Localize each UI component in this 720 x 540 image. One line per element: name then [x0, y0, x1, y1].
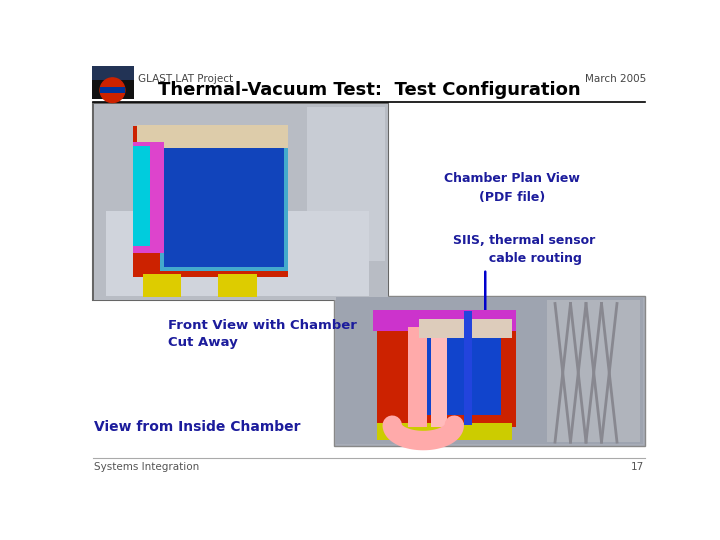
FancyBboxPatch shape — [547, 300, 640, 442]
FancyBboxPatch shape — [143, 274, 181, 298]
Text: Front View with Chamber
Cut Away: Front View with Chamber Cut Away — [168, 319, 356, 349]
FancyBboxPatch shape — [419, 319, 513, 338]
FancyBboxPatch shape — [100, 87, 125, 92]
FancyBboxPatch shape — [431, 327, 446, 427]
FancyBboxPatch shape — [91, 66, 134, 99]
Text: Systems Integration: Systems Integration — [94, 462, 199, 472]
FancyBboxPatch shape — [408, 327, 427, 427]
FancyBboxPatch shape — [163, 148, 284, 267]
FancyBboxPatch shape — [464, 311, 472, 425]
FancyBboxPatch shape — [94, 104, 387, 300]
Text: View from Inside Chamber: View from Inside Chamber — [94, 420, 300, 434]
Text: 17: 17 — [631, 462, 644, 472]
FancyBboxPatch shape — [377, 423, 513, 440]
FancyBboxPatch shape — [106, 211, 369, 296]
FancyBboxPatch shape — [160, 144, 287, 271]
FancyBboxPatch shape — [91, 66, 134, 80]
Text: GLAST LAT Project: GLAST LAT Project — [138, 74, 233, 84]
FancyBboxPatch shape — [132, 146, 150, 246]
Text: SIIS, thermal sensor
     cable routing: SIIS, thermal sensor cable routing — [453, 234, 595, 265]
FancyBboxPatch shape — [334, 296, 645, 446]
FancyBboxPatch shape — [377, 327, 516, 427]
FancyBboxPatch shape — [307, 107, 384, 261]
FancyBboxPatch shape — [218, 274, 256, 298]
FancyBboxPatch shape — [336, 298, 644, 444]
FancyBboxPatch shape — [93, 103, 388, 300]
FancyBboxPatch shape — [373, 309, 516, 331]
FancyBboxPatch shape — [163, 148, 284, 267]
FancyBboxPatch shape — [132, 126, 287, 276]
Text: March 2005: March 2005 — [585, 74, 647, 84]
FancyBboxPatch shape — [132, 142, 163, 253]
FancyBboxPatch shape — [415, 338, 500, 415]
Text: Chamber Plan View
(PDF file): Chamber Plan View (PDF file) — [444, 172, 580, 204]
FancyBboxPatch shape — [137, 125, 287, 148]
Circle shape — [100, 78, 125, 103]
Text: Thermal-Vacuum Test:  Test Configuration: Thermal-Vacuum Test: Test Configuration — [158, 81, 580, 99]
